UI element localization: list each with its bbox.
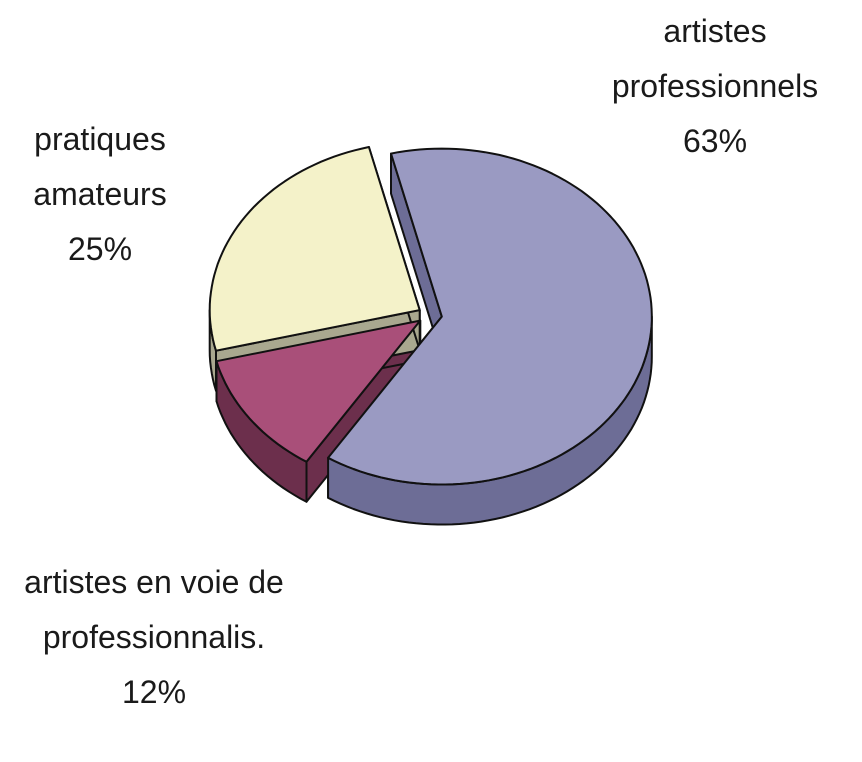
category-label: artistes professionnels [611,13,819,104]
category-label: artistes en voie de professionnalis. [24,564,284,655]
slice [208,146,421,352]
slice-label: artistes professionnels 63% [570,4,860,169]
value-label: 25% [67,231,133,267]
slice [327,147,653,486]
slice-label: pratiques amateurs 25% [0,112,200,277]
slice-label: artistes en voie de professionnalis. 12% [8,555,300,720]
category-label: pratiques amateurs [33,121,167,212]
value-label: 12% [121,674,187,710]
value-label: 63% [682,123,748,159]
slice [215,319,422,463]
